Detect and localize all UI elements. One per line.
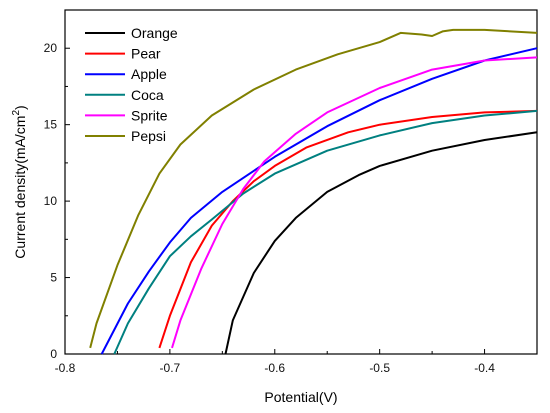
y-tick-label: 15	[44, 118, 58, 132]
series-line-apple	[100, 47, 538, 355]
x-tick-label: -0.8	[55, 361, 76, 375]
x-tick-label: -0.4	[474, 361, 495, 375]
y-axis-title-superscript: 2	[11, 110, 22, 116]
series-line-sprite	[171, 56, 538, 349]
legend: Orange Pear Apple Coca Sprite Pepsi	[85, 25, 178, 144]
y-tick-label: 10	[44, 194, 58, 208]
y-tick-label: 20	[44, 41, 58, 55]
series-line-pepsi	[89, 28, 538, 349]
y-tick-label: 5	[50, 271, 57, 285]
x-tick-label: -0.7	[160, 361, 181, 375]
x-axis-title: Potential(V)	[264, 389, 337, 405]
y-tick-label: 0	[50, 347, 57, 361]
legend-label: Apple	[131, 66, 167, 82]
plot-area-frame	[64, 9, 538, 355]
series-lines	[89, 28, 538, 355]
x-tick-label: -0.6	[264, 361, 285, 375]
legend-label: Coca	[131, 87, 164, 103]
x-axis-ticks: -0.8 -0.7 -0.6 -0.5 -0.4	[55, 349, 538, 375]
series-line-orange	[224, 131, 538, 355]
y-axis-title-main: Current density(mA/cm	[12, 116, 28, 259]
legend-label: Orange	[131, 25, 178, 41]
y-axis-ticks: 0 5 10 15 20	[44, 41, 70, 361]
series-line-pear	[158, 109, 538, 349]
legend-label: Pear	[131, 46, 161, 62]
legend-label: Sprite	[131, 107, 168, 123]
x-tick-label: -0.5	[369, 361, 390, 375]
y-axis-title: Current density(mA/cm2)	[11, 105, 28, 258]
y-axis-title-close: )	[12, 105, 28, 110]
legend-label: Pepsi	[131, 128, 166, 144]
series-line-coca	[113, 109, 538, 355]
